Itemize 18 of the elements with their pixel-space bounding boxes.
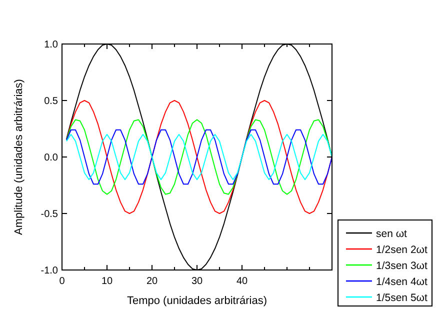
- x-tick-label: 20: [146, 276, 158, 287]
- y-tick-label: 1.0: [44, 40, 58, 50]
- x-tick-label: 30: [191, 276, 203, 287]
- legend-label: 1/2sen 2ωt: [376, 244, 428, 256]
- legend-label: 1/3sen 3ωt: [376, 260, 428, 272]
- legend-label: sen ωt: [376, 228, 408, 240]
- y-tick-label: -1.0: [40, 266, 58, 276]
- y-tick-label: -0.5: [40, 209, 58, 220]
- line-series: [66, 119, 332, 195]
- x-tick-label: 10: [101, 276, 113, 287]
- y-axis-title: Amplitude (unidades arbitrárias): [13, 79, 25, 235]
- x-tick-label: 40: [236, 276, 248, 287]
- x-tick-label: 0: [59, 276, 66, 287]
- x-axis-title: Tempo (unidades arbitrárias): [126, 295, 268, 307]
- y-tick-label: 0.0: [44, 152, 58, 164]
- y-tick-label: 0.5: [44, 96, 58, 107]
- legend-label: 1/5sen 5ωt: [376, 292, 428, 304]
- legend-label: 1/4sen 4ωt: [376, 276, 428, 288]
